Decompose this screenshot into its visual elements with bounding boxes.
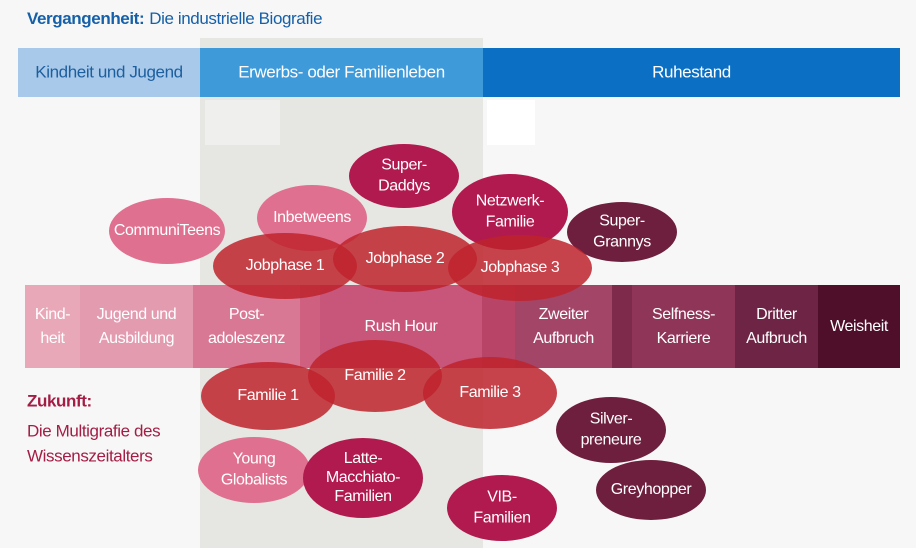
- label-line: Globalists: [221, 472, 288, 489]
- label-line: VIB-: [487, 489, 517, 506]
- label-line: Zweiter: [539, 306, 590, 323]
- label-line: Familien: [473, 510, 530, 527]
- phase: [818, 285, 900, 368]
- life-stage-label: Kindheit und Jugend: [35, 62, 182, 81]
- title: Vergangenheit: Die industrielle Biografie: [27, 9, 322, 28]
- label-line: Familie 3: [459, 384, 521, 401]
- label-line: Rush Hour: [365, 318, 439, 335]
- label-line: Karriere: [657, 330, 711, 347]
- label-line: Super-: [381, 157, 427, 174]
- label-line: adoleszenz: [208, 330, 285, 347]
- label-line: Netzwerk-: [476, 193, 544, 210]
- phase: [80, 285, 193, 368]
- label-line: Familie: [486, 214, 535, 231]
- cluster: [109, 198, 225, 264]
- cluster: [556, 397, 666, 463]
- label-line: Aufbruch: [746, 330, 807, 347]
- label-line: CommuniTeens: [114, 222, 221, 239]
- faint-box: [487, 100, 535, 145]
- label-line: Jobphase 2: [366, 250, 445, 267]
- label-line: Weisheit: [830, 318, 889, 335]
- label-line: Grannys: [593, 234, 651, 251]
- life-stage: [200, 48, 483, 97]
- cluster: [198, 437, 310, 503]
- future-line: Die Multigrafie des: [27, 421, 160, 440]
- label-line: Jobphase 1: [246, 257, 325, 274]
- cluster: [201, 362, 335, 430]
- label-line: Silver-: [590, 411, 633, 428]
- life-stage: [483, 48, 900, 97]
- cluster: [447, 475, 557, 541]
- label-line: Latte-: [344, 450, 383, 467]
- phase: [25, 285, 80, 368]
- label-line: Macchiato-: [326, 469, 400, 486]
- cluster: [333, 226, 477, 292]
- phase-filler: [300, 285, 322, 368]
- faint-box: [205, 100, 280, 145]
- life-stage: [18, 48, 200, 97]
- future-line: Wissenszeitalters: [27, 446, 152, 465]
- label-line: heit: [40, 330, 65, 347]
- label-line: Familie 2: [344, 367, 406, 384]
- label-line: Dritter: [756, 306, 798, 323]
- label-line: Jugend und: [97, 306, 177, 323]
- label-line: Familien: [334, 488, 391, 505]
- phase-filler: [612, 285, 632, 368]
- cluster: [349, 144, 459, 208]
- label-line: preneure: [581, 432, 642, 449]
- label-line: Aufbruch: [533, 330, 594, 347]
- cluster: [448, 235, 592, 301]
- title-rest: Die industrielle Biografie: [149, 9, 322, 28]
- label-line: Ausbildung: [99, 330, 174, 347]
- label-line: Post-: [229, 306, 264, 323]
- label-line: Familie 1: [237, 387, 299, 404]
- cluster: [567, 202, 677, 262]
- cluster: [596, 460, 706, 520]
- label-line: Selfness-: [652, 306, 715, 323]
- label-line: Young: [233, 451, 276, 468]
- cluster: [213, 233, 357, 299]
- future-title: Zukunft:: [27, 391, 92, 410]
- title-bold: Vergangenheit:: [27, 9, 144, 28]
- life-stage-label: Ruhestand: [652, 62, 731, 81]
- life-stage-label: Erwerbs- oder Familienleben: [238, 62, 445, 81]
- cluster: [308, 340, 442, 412]
- content: Kindheit und Jugend Erwerbs- oder Familie…: [18, 48, 900, 541]
- phase: [632, 285, 735, 368]
- label-line: Super-: [599, 213, 645, 230]
- label-line: Jobphase 3: [481, 259, 560, 276]
- cluster: [423, 357, 557, 429]
- phase: [735, 285, 818, 368]
- cluster: [452, 174, 568, 250]
- label-line: Kind-: [35, 306, 70, 323]
- label-line: Greyhopper: [611, 481, 693, 498]
- label-line: Daddys: [378, 178, 430, 195]
- cluster: [303, 438, 423, 518]
- label-line: Inbetweens: [273, 209, 351, 226]
